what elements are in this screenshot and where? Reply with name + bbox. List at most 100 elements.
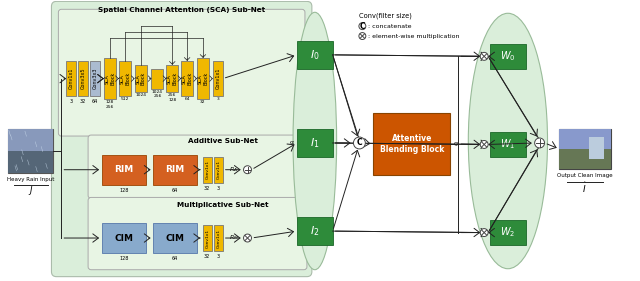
FancyBboxPatch shape — [589, 137, 604, 159]
FancyBboxPatch shape — [213, 61, 223, 96]
FancyBboxPatch shape — [88, 198, 307, 270]
FancyBboxPatch shape — [154, 223, 197, 253]
Text: $W_0$: $W_0$ — [500, 49, 516, 63]
Text: SCA
Block: SCA Block — [119, 72, 130, 85]
FancyBboxPatch shape — [102, 155, 145, 185]
Text: 512: 512 — [120, 98, 129, 101]
FancyBboxPatch shape — [102, 223, 145, 253]
Text: 64: 64 — [92, 99, 98, 105]
Text: $R_A$: $R_A$ — [228, 165, 237, 174]
FancyBboxPatch shape — [78, 61, 88, 96]
FancyBboxPatch shape — [8, 129, 54, 173]
Text: Conv1x1: Conv1x1 — [216, 228, 220, 248]
Text: $R_M$: $R_M$ — [228, 234, 239, 243]
Text: $W_2$: $W_2$ — [500, 226, 515, 239]
Text: RIM: RIM — [114, 165, 133, 174]
Circle shape — [244, 166, 252, 174]
FancyBboxPatch shape — [490, 44, 525, 69]
Text: 64: 64 — [184, 98, 190, 101]
Text: 128
256: 128 256 — [106, 100, 114, 109]
Text: 3: 3 — [216, 98, 219, 101]
Text: CIM: CIM — [115, 234, 133, 243]
FancyBboxPatch shape — [203, 225, 212, 251]
FancyBboxPatch shape — [297, 217, 333, 245]
Circle shape — [359, 33, 366, 40]
Circle shape — [480, 140, 488, 148]
FancyBboxPatch shape — [90, 61, 100, 96]
Text: 32: 32 — [200, 100, 205, 105]
Circle shape — [353, 137, 365, 149]
FancyBboxPatch shape — [8, 129, 54, 151]
Text: 32: 32 — [80, 99, 86, 105]
Text: Multiplicative Sub-Net: Multiplicative Sub-Net — [177, 202, 269, 208]
Text: : concatenate: : concatenate — [368, 24, 412, 29]
Text: 32: 32 — [204, 254, 210, 259]
Text: Conv1x1: Conv1x1 — [68, 68, 74, 89]
Text: $J$: $J$ — [28, 183, 33, 197]
Text: 64: 64 — [172, 187, 179, 192]
Text: α: α — [290, 140, 294, 146]
FancyBboxPatch shape — [197, 58, 209, 99]
Text: RIM: RIM — [166, 165, 185, 174]
FancyBboxPatch shape — [51, 1, 312, 277]
Text: Attentive
Blending Block: Attentive Blending Block — [380, 134, 444, 154]
Text: SCA
Block: SCA Block — [182, 72, 193, 85]
Text: 1024: 1024 — [135, 94, 146, 98]
Text: 3: 3 — [216, 254, 220, 259]
Text: SCA
Block: SCA Block — [104, 72, 115, 85]
Text: : element-wise multiplication: : element-wise multiplication — [368, 33, 460, 38]
Text: Heavy Rain Input: Heavy Rain Input — [7, 177, 54, 182]
Text: Conv1x1: Conv1x1 — [216, 160, 220, 179]
Text: $W_1$: $W_1$ — [500, 138, 516, 151]
Text: $\hat{I}$: $\hat{I}$ — [582, 181, 588, 195]
FancyBboxPatch shape — [559, 129, 611, 169]
FancyBboxPatch shape — [119, 61, 131, 96]
FancyBboxPatch shape — [58, 9, 305, 136]
Ellipse shape — [293, 12, 337, 270]
Text: 3: 3 — [70, 99, 73, 105]
FancyBboxPatch shape — [559, 149, 611, 169]
FancyBboxPatch shape — [214, 225, 223, 251]
Text: Conv3x5: Conv3x5 — [81, 68, 86, 89]
Text: $I_2$: $I_2$ — [310, 224, 319, 238]
FancyBboxPatch shape — [88, 135, 307, 198]
FancyBboxPatch shape — [490, 220, 525, 245]
Circle shape — [244, 234, 252, 242]
Text: Conv1x1: Conv1x1 — [215, 68, 220, 89]
Circle shape — [480, 52, 488, 60]
FancyBboxPatch shape — [559, 129, 611, 149]
Text: $I_0$: $I_0$ — [310, 48, 319, 62]
FancyBboxPatch shape — [134, 65, 147, 92]
Text: 256
128: 256 128 — [168, 94, 177, 102]
Text: Conv(filter size): Conv(filter size) — [360, 13, 412, 19]
FancyBboxPatch shape — [297, 129, 333, 157]
FancyBboxPatch shape — [214, 157, 223, 183]
Circle shape — [480, 229, 488, 237]
FancyBboxPatch shape — [8, 151, 54, 173]
Text: CIM: CIM — [166, 234, 185, 243]
FancyBboxPatch shape — [166, 65, 178, 92]
Circle shape — [359, 23, 366, 30]
Text: 1024
256: 1024 256 — [152, 90, 163, 98]
Text: 64: 64 — [172, 256, 179, 261]
FancyBboxPatch shape — [373, 113, 451, 175]
FancyBboxPatch shape — [152, 69, 163, 89]
Text: 3: 3 — [216, 185, 220, 191]
Text: Conv1x1: Conv1x1 — [205, 228, 209, 248]
Text: 128: 128 — [119, 187, 129, 192]
Text: C: C — [360, 22, 365, 31]
Text: Conv1x1: Conv1x1 — [205, 160, 209, 179]
FancyBboxPatch shape — [181, 61, 193, 96]
Text: Additive Sub-Net: Additive Sub-Net — [188, 138, 258, 144]
Text: 128: 128 — [119, 256, 129, 261]
FancyBboxPatch shape — [203, 157, 212, 183]
FancyBboxPatch shape — [67, 61, 76, 96]
Text: Output Clean Image: Output Clean Image — [557, 173, 613, 178]
Text: SCA
Block: SCA Block — [135, 72, 146, 85]
FancyBboxPatch shape — [154, 155, 197, 185]
Text: SCA
Block: SCA Block — [198, 72, 209, 85]
Circle shape — [534, 138, 545, 148]
FancyBboxPatch shape — [490, 132, 525, 157]
FancyBboxPatch shape — [297, 41, 333, 69]
Text: $I_1$: $I_1$ — [310, 136, 319, 150]
